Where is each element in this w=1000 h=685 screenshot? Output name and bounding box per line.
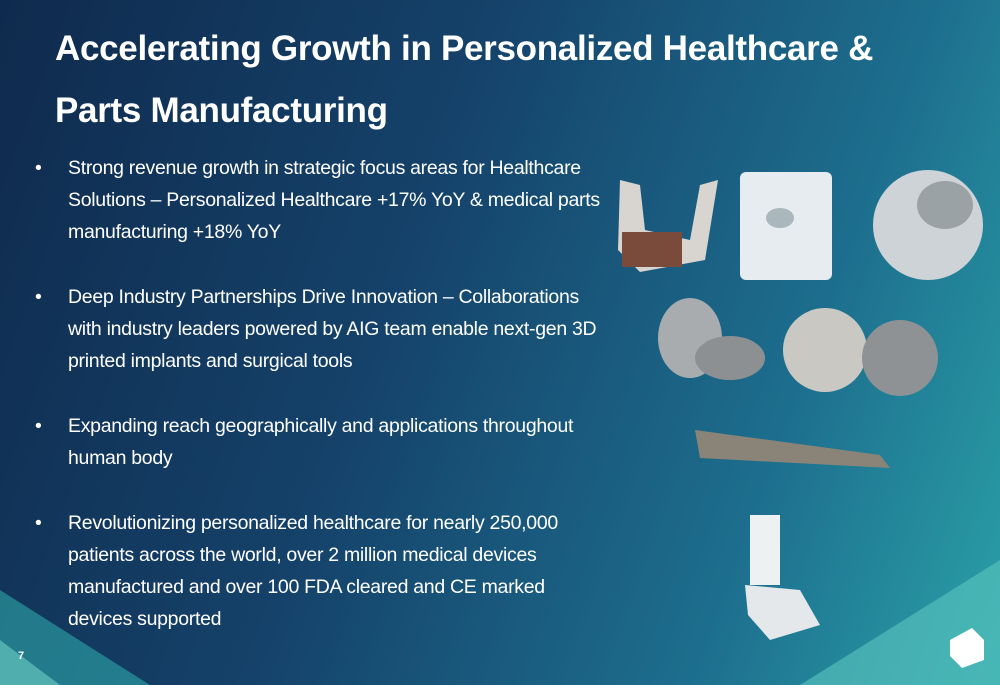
bullet: Revolutionizing personalized healthcare … [30, 507, 600, 635]
bullet: Strong revenue growth in strategic focus… [30, 152, 600, 248]
acetabular-cup [783, 308, 867, 392]
foot-model [745, 585, 820, 640]
jaw-implant [618, 180, 718, 272]
bullet-list: Strong revenue growth in strategic focus… [30, 152, 600, 668]
skull-plate [917, 181, 973, 229]
spinal-cage [695, 336, 765, 380]
bullet: Deep Industry Partnerships Drive Innovat… [30, 281, 600, 377]
corner-shape [0, 640, 60, 685]
skull-detail [766, 208, 794, 228]
bullet: Expanding reach geographically and appli… [30, 410, 600, 474]
lattice-plate [695, 430, 890, 468]
acetabular-cup [862, 320, 938, 396]
slide-title: Accelerating Growth in Personalized Heal… [55, 29, 874, 130]
company-logo [950, 628, 984, 668]
ankle-model [750, 515, 780, 585]
page-number: 7 [18, 650, 25, 662]
